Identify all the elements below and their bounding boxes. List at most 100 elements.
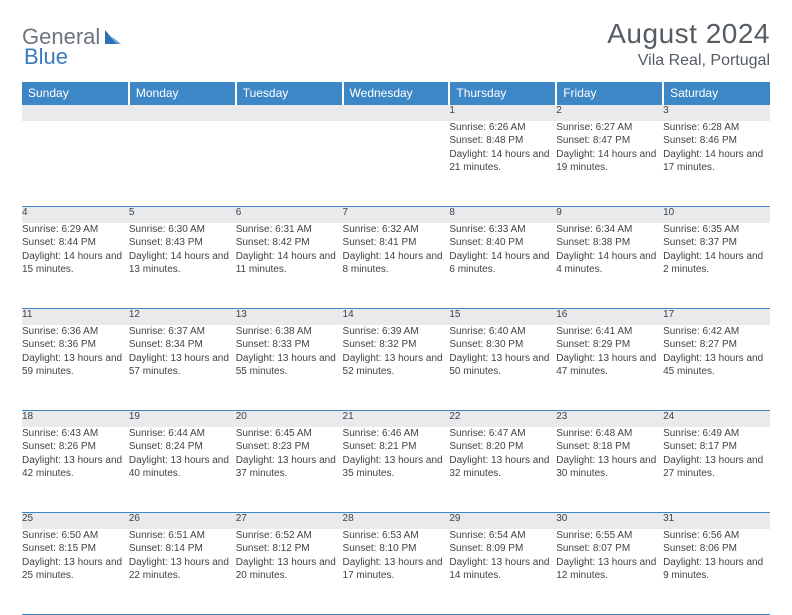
day-content-cell: Sunrise: 6:34 AMSunset: 8:38 PMDaylight:… (556, 223, 663, 309)
day-content-cell: Sunrise: 6:31 AMSunset: 8:42 PMDaylight:… (236, 223, 343, 309)
sunrise-text: Sunrise: 6:44 AM (129, 427, 236, 441)
daylight-text: Daylight: 14 hours and 17 minutes. (663, 148, 770, 175)
weekday-header: Saturday (663, 82, 770, 105)
sunset-text: Sunset: 8:34 PM (129, 338, 236, 352)
day-content-cell: Sunrise: 6:36 AMSunset: 8:36 PMDaylight:… (22, 325, 129, 411)
brand-part2: Blue (24, 44, 68, 70)
daylight-text: Daylight: 14 hours and 13 minutes. (129, 250, 236, 277)
daylight-text: Daylight: 14 hours and 4 minutes. (556, 250, 663, 277)
day-content-cell: Sunrise: 6:39 AMSunset: 8:32 PMDaylight:… (343, 325, 450, 411)
day-content-row: Sunrise: 6:36 AMSunset: 8:36 PMDaylight:… (22, 325, 770, 411)
day-number-cell: 30 (556, 513, 663, 529)
daylight-text: Daylight: 13 hours and 32 minutes. (449, 454, 556, 481)
sunset-text: Sunset: 8:43 PM (129, 236, 236, 250)
daylight-text: Daylight: 13 hours and 14 minutes. (449, 556, 556, 583)
day-number-cell: 6 (236, 207, 343, 223)
sunrise-text: Sunrise: 6:48 AM (556, 427, 663, 441)
sunset-text: Sunset: 8:15 PM (22, 542, 129, 556)
sunset-text: Sunset: 8:09 PM (449, 542, 556, 556)
sunset-text: Sunset: 8:06 PM (663, 542, 770, 556)
sunrise-text: Sunrise: 6:36 AM (22, 325, 129, 339)
day-content-row: Sunrise: 6:26 AMSunset: 8:48 PMDaylight:… (22, 121, 770, 207)
sunset-text: Sunset: 8:37 PM (663, 236, 770, 250)
day-content-cell: Sunrise: 6:53 AMSunset: 8:10 PMDaylight:… (343, 529, 450, 615)
sunrise-text: Sunrise: 6:40 AM (449, 325, 556, 339)
daylight-text: Daylight: 13 hours and 25 minutes. (22, 556, 129, 583)
sunset-text: Sunset: 8:24 PM (129, 440, 236, 454)
day-number-cell: 20 (236, 411, 343, 427)
daylight-text: Daylight: 14 hours and 19 minutes. (556, 148, 663, 175)
title-block: August 2024 Vila Real, Portugal (607, 18, 770, 70)
day-content-row: Sunrise: 6:43 AMSunset: 8:26 PMDaylight:… (22, 427, 770, 513)
day-number-cell: 22 (449, 411, 556, 427)
day-number-cell (343, 105, 450, 121)
logo-sail-icon (103, 28, 123, 46)
daylight-text: Daylight: 13 hours and 27 minutes. (663, 454, 770, 481)
sunset-text: Sunset: 8:48 PM (449, 134, 556, 148)
sunrise-text: Sunrise: 6:35 AM (663, 223, 770, 237)
day-number-cell: 9 (556, 207, 663, 223)
daylight-text: Daylight: 13 hours and 37 minutes. (236, 454, 343, 481)
day-content-cell: Sunrise: 6:49 AMSunset: 8:17 PMDaylight:… (663, 427, 770, 513)
sunrise-text: Sunrise: 6:42 AM (663, 325, 770, 339)
sunset-text: Sunset: 8:33 PM (236, 338, 343, 352)
day-number-cell (129, 105, 236, 121)
day-content-cell: Sunrise: 6:44 AMSunset: 8:24 PMDaylight:… (129, 427, 236, 513)
daylight-text: Daylight: 13 hours and 40 minutes. (129, 454, 236, 481)
sunset-text: Sunset: 8:38 PM (556, 236, 663, 250)
day-content-cell: Sunrise: 6:33 AMSunset: 8:40 PMDaylight:… (449, 223, 556, 309)
month-title: August 2024 (607, 18, 770, 50)
daylight-text: Daylight: 14 hours and 6 minutes. (449, 250, 556, 277)
sunrise-text: Sunrise: 6:45 AM (236, 427, 343, 441)
sunset-text: Sunset: 8:14 PM (129, 542, 236, 556)
day-content-cell: Sunrise: 6:51 AMSunset: 8:14 PMDaylight:… (129, 529, 236, 615)
sunrise-text: Sunrise: 6:56 AM (663, 529, 770, 543)
sunrise-text: Sunrise: 6:28 AM (663, 121, 770, 135)
day-content-cell: Sunrise: 6:30 AMSunset: 8:43 PMDaylight:… (129, 223, 236, 309)
sunset-text: Sunset: 8:46 PM (663, 134, 770, 148)
daylight-text: Daylight: 14 hours and 15 minutes. (22, 250, 129, 277)
sunset-text: Sunset: 8:18 PM (556, 440, 663, 454)
day-content-cell (343, 121, 450, 207)
sunrise-text: Sunrise: 6:52 AM (236, 529, 343, 543)
sunset-text: Sunset: 8:27 PM (663, 338, 770, 352)
day-content-cell: Sunrise: 6:56 AMSunset: 8:06 PMDaylight:… (663, 529, 770, 615)
weekday-header: Monday (129, 82, 236, 105)
sunset-text: Sunset: 8:29 PM (556, 338, 663, 352)
daylight-text: Daylight: 14 hours and 2 minutes. (663, 250, 770, 277)
daylight-text: Daylight: 13 hours and 35 minutes. (343, 454, 450, 481)
weekday-header: Friday (556, 82, 663, 105)
daylight-text: Daylight: 13 hours and 50 minutes. (449, 352, 556, 379)
sunset-text: Sunset: 8:17 PM (663, 440, 770, 454)
day-number-cell: 29 (449, 513, 556, 529)
day-number-cell: 10 (663, 207, 770, 223)
daylight-text: Daylight: 13 hours and 9 minutes. (663, 556, 770, 583)
sunset-text: Sunset: 8:36 PM (22, 338, 129, 352)
sunrise-text: Sunrise: 6:47 AM (449, 427, 556, 441)
day-number-cell: 14 (343, 309, 450, 325)
calendar-header-row: SundayMondayTuesdayWednesdayThursdayFrid… (22, 82, 770, 105)
sunset-text: Sunset: 8:30 PM (449, 338, 556, 352)
weekday-header: Thursday (449, 82, 556, 105)
daylight-text: Daylight: 13 hours and 30 minutes. (556, 454, 663, 481)
day-content-cell: Sunrise: 6:28 AMSunset: 8:46 PMDaylight:… (663, 121, 770, 207)
daylight-text: Daylight: 13 hours and 42 minutes. (22, 454, 129, 481)
day-content-cell: Sunrise: 6:32 AMSunset: 8:41 PMDaylight:… (343, 223, 450, 309)
day-number-cell: 24 (663, 411, 770, 427)
sunset-text: Sunset: 8:07 PM (556, 542, 663, 556)
daylight-text: Daylight: 13 hours and 59 minutes. (22, 352, 129, 379)
day-number-cell: 19 (129, 411, 236, 427)
daylight-text: Daylight: 13 hours and 20 minutes. (236, 556, 343, 583)
calendar-table: SundayMondayTuesdayWednesdayThursdayFrid… (22, 82, 770, 615)
daylight-text: Daylight: 13 hours and 17 minutes. (343, 556, 450, 583)
sunrise-text: Sunrise: 6:39 AM (343, 325, 450, 339)
daylight-text: Daylight: 13 hours and 55 minutes. (236, 352, 343, 379)
sunrise-text: Sunrise: 6:29 AM (22, 223, 129, 237)
sunrise-text: Sunrise: 6:50 AM (22, 529, 129, 543)
day-content-cell: Sunrise: 6:45 AMSunset: 8:23 PMDaylight:… (236, 427, 343, 513)
day-number-cell: 3 (663, 105, 770, 121)
sunrise-text: Sunrise: 6:43 AM (22, 427, 129, 441)
day-content-cell: Sunrise: 6:35 AMSunset: 8:37 PMDaylight:… (663, 223, 770, 309)
day-content-cell: Sunrise: 6:38 AMSunset: 8:33 PMDaylight:… (236, 325, 343, 411)
day-number-row: 45678910 (22, 207, 770, 223)
